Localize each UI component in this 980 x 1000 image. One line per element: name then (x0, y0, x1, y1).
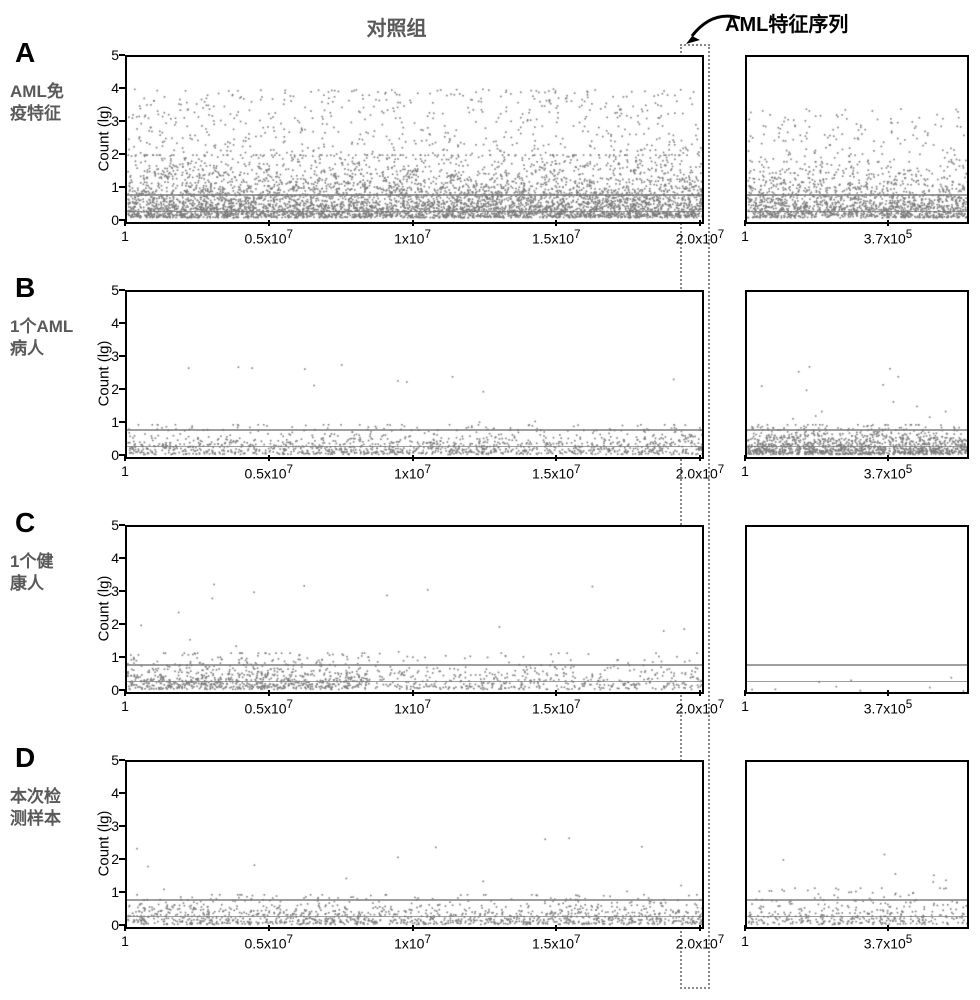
header-control: 对照组 (367, 12, 427, 41)
row-label-C: 1个健康人 (10, 551, 85, 595)
plot-D-right (745, 760, 969, 929)
plot-B-right (745, 290, 969, 459)
row-label-A: AML免疫特征 (10, 81, 85, 125)
row-label-B: 1个AML病人 (10, 316, 85, 360)
plot-C-right (745, 525, 969, 694)
panel-letter-C: C (15, 507, 35, 539)
plot-A-right (745, 55, 969, 224)
plot-A-left (125, 55, 704, 224)
panel-letter-D: D (15, 742, 35, 774)
plot-B-left (125, 290, 704, 459)
plot-C-left (125, 525, 704, 694)
plot-D-left (125, 760, 704, 929)
panel-letter-B: B (15, 272, 35, 304)
row-label-D: 本次检测样本 (10, 786, 85, 830)
panel-letter-A: A (15, 37, 35, 69)
arrow-icon (682, 14, 746, 48)
